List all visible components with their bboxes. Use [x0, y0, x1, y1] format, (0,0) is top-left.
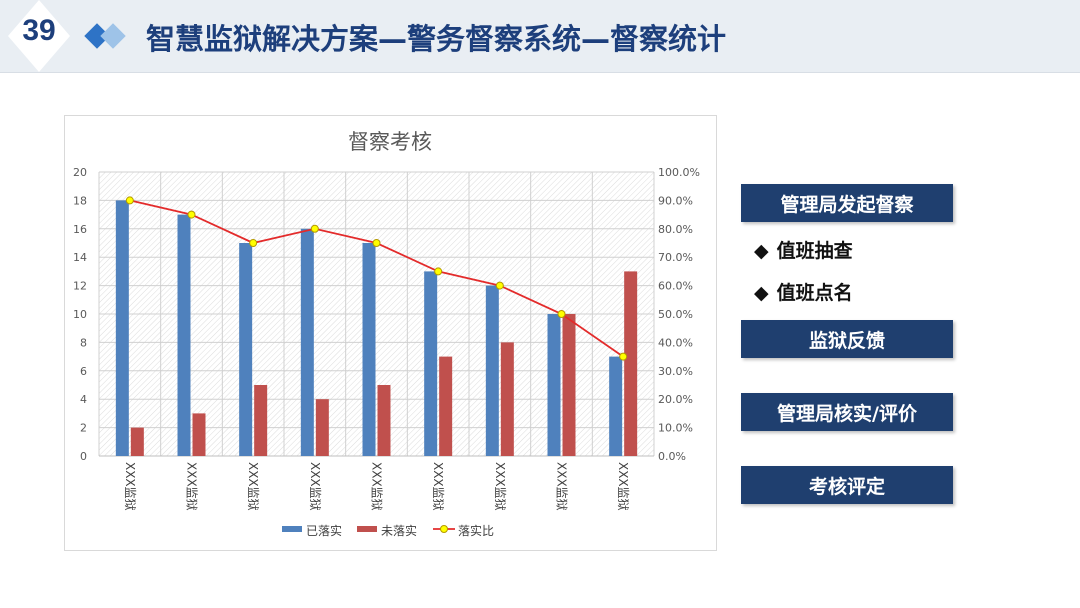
bar-done: [115, 200, 129, 456]
legend-swatch-done: [282, 526, 302, 532]
diamond-bullet-icon: ◆: [754, 282, 769, 304]
bar-undone: [562, 314, 576, 456]
y2-tick-label: 60.0%: [658, 280, 693, 293]
bar-done: [609, 356, 623, 456]
y2-tick-label: 30.0%: [658, 365, 693, 378]
bullet-duty-rollcall: ◆ 值班点名: [754, 278, 853, 305]
ratio-point: [125, 196, 134, 205]
legend-label: 落实比: [458, 523, 494, 538]
bar-undone: [624, 271, 638, 456]
bar-done: [239, 243, 253, 456]
y-tick-label: 18: [73, 194, 87, 207]
legend-swatch-undone: [357, 526, 377, 532]
x-tick-label: XXX监狱: [555, 462, 569, 511]
header-bar: 39 智慧监狱解决方案—警务督察系统—督察统计: [0, 0, 1080, 73]
bullet-label: 值班抽查: [776, 240, 853, 262]
bar-undone: [315, 399, 329, 456]
x-tick-label: XXX监狱: [370, 462, 384, 511]
bar-done: [547, 314, 561, 456]
assessment-rating-button[interactable]: 考核评定: [741, 466, 953, 504]
x-tick-label: XXX监狱: [431, 462, 445, 511]
bar-undone: [377, 385, 391, 456]
y2-tick-label: 70.0%: [658, 251, 693, 264]
y-tick-label: 14: [73, 251, 87, 264]
page-title: 智慧监狱解决方案—警务督察系统—督察统计: [146, 22, 727, 56]
bar-done: [424, 271, 438, 456]
y-tick-label: 2: [80, 422, 87, 435]
legend-label: 已落实: [306, 523, 342, 538]
ratio-point: [187, 210, 196, 219]
x-tick-label: XXX监狱: [123, 462, 137, 511]
ratio-point: [557, 310, 566, 318]
bar-undone: [192, 413, 206, 456]
y-tick-label: 12: [73, 280, 87, 293]
y2-tick-label: 90.0%: [658, 194, 693, 207]
bar-done: [177, 214, 191, 456]
y-tick-label: 20: [73, 166, 87, 179]
y-tick-label: 16: [73, 223, 87, 236]
x-tick-label: XXX监狱: [185, 462, 199, 511]
y2-tick-label: 0.0%: [658, 450, 686, 463]
bar-undone: [500, 342, 514, 456]
bar-undone: [254, 385, 268, 456]
diamond-bullet-icon: ◆: [754, 240, 769, 262]
ratio-point: [495, 281, 504, 290]
ratio-point: [249, 239, 258, 247]
bullet-label: 值班点名: [776, 282, 853, 304]
y-tick-label: 0: [80, 450, 87, 463]
chart-title: 督察考核: [348, 130, 432, 154]
y-tick-label: 4: [80, 393, 87, 406]
combo-chart: 督察考核 0 2 4 6 8 10 12 14 16 18 20 0.0% 10.0% 20.0% 30.0…: [73, 130, 700, 538]
prison-feedback-button[interactable]: 监狱反馈: [741, 320, 953, 358]
initiate-inspection-button[interactable]: 管理局发起督察: [741, 184, 953, 222]
bar-done: [362, 243, 376, 456]
x-tick-label: XXX监狱: [308, 462, 322, 511]
chart-panel: 督察考核 0 2 4 6 8 10 12 14 16 18 20 0.0% 10.0% 20.0% 30.0…: [64, 115, 717, 551]
bar-done: [300, 228, 314, 456]
y2-tick-label: 100.0%: [658, 166, 700, 179]
ratio-point: [310, 224, 319, 233]
bullet-duty-spotcheck: ◆ 值班抽查: [754, 236, 853, 263]
ratio-point: [619, 352, 628, 361]
y2-tick-label: 40.0%: [658, 336, 693, 349]
ratio-point: [372, 239, 381, 247]
bar-undone: [130, 427, 144, 456]
y2-tick-label: 80.0%: [658, 223, 693, 236]
bar-done: [485, 285, 499, 456]
legend-swatch-ratio-marker: [440, 525, 448, 533]
y2-tick-label: 10.0%: [658, 422, 693, 435]
page-number: 39: [22, 14, 56, 47]
x-tick-label: XXX监狱: [616, 462, 630, 511]
y-tick-label: 8: [80, 336, 87, 349]
diamond-decoration-icon: [100, 23, 126, 49]
ratio-point: [434, 267, 443, 276]
x-tick-label: XXX监狱: [246, 462, 260, 511]
y2-tick-label: 20.0%: [658, 393, 693, 406]
y-tick-label: 10: [73, 308, 87, 321]
legend-label: 未落实: [381, 523, 417, 538]
bar-undone: [439, 356, 453, 456]
y-tick-label: 6: [80, 365, 87, 378]
y2-tick-label: 50.0%: [658, 308, 693, 321]
verify-evaluate-button[interactable]: 管理局核实/评价: [741, 393, 953, 431]
x-tick-label: XXX监狱: [493, 462, 507, 511]
